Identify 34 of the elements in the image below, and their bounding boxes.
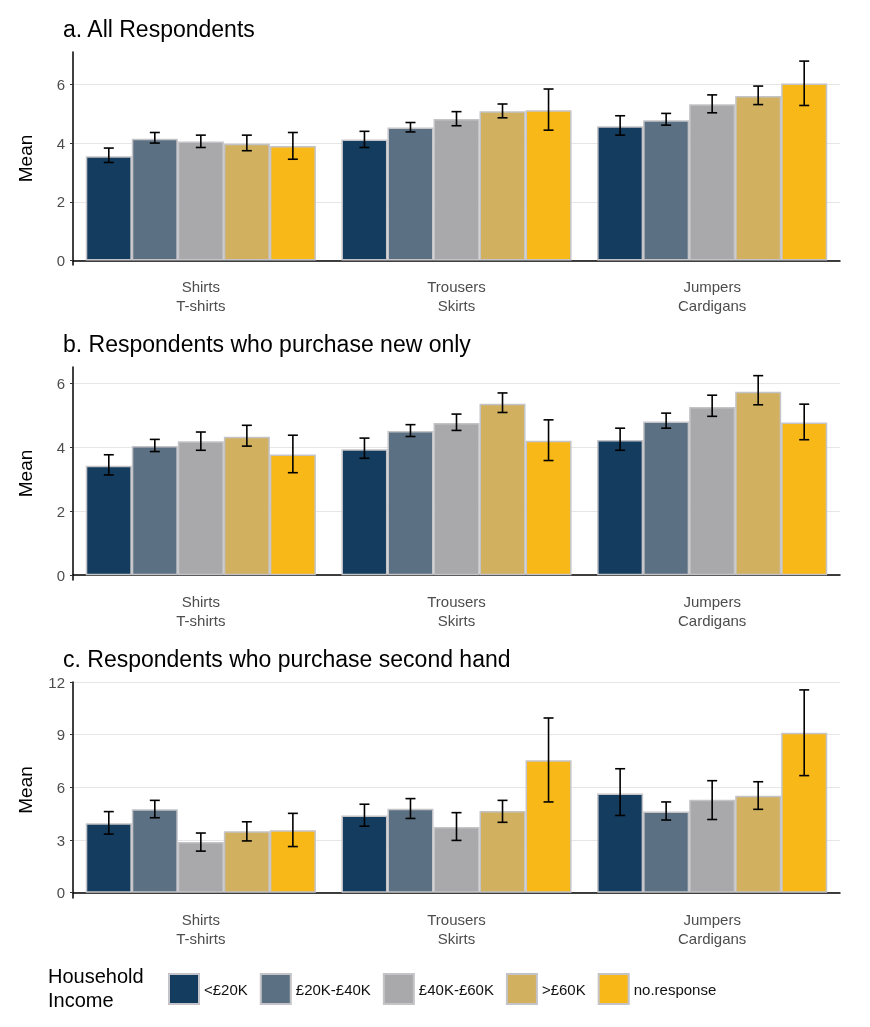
legend-label: no.response: [633, 980, 717, 998]
x-tick-label: Jumpers Cardigans: [677, 911, 747, 947]
legend-label: £40K-£60K: [418, 980, 494, 998]
chart-title: c. Respondents who purchase second hand: [63, 645, 511, 672]
x-tick-label: Trousers Skirts: [427, 593, 486, 629]
legend-label: >£60K: [541, 980, 586, 998]
y-tick-label: 9: [56, 726, 65, 744]
y-tick-label: 12: [48, 673, 65, 691]
y-tick-label: 3: [56, 831, 65, 849]
y-tick-label: 6: [56, 778, 65, 796]
y-tick-label: 2: [56, 193, 65, 211]
x-tick-label: Jumpers Cardigans: [677, 278, 747, 314]
y-tick-label: 0: [56, 884, 65, 902]
y-tick-label: 0: [56, 566, 65, 584]
chart-title: b. Respondents who purchase new only: [63, 330, 472, 357]
x-tick-label: Shirts T-shirts: [176, 911, 226, 947]
chart-title: a. All Respondents: [63, 15, 255, 42]
y-tick-label: 0: [56, 252, 65, 270]
legend-label: £20K-£40K: [295, 980, 371, 998]
y-axis-title: Mean: [15, 134, 36, 183]
y-axis-title: Mean: [15, 449, 36, 498]
y-tick-label: 2: [56, 502, 65, 520]
x-tick-label: Shirts T-shirts: [176, 593, 226, 629]
x-tick-label: Trousers Skirts: [427, 911, 486, 947]
x-tick-label: Shirts T-shirts: [176, 278, 226, 314]
legend-label: <£20K: [204, 980, 248, 998]
y-tick-label: 6: [56, 374, 65, 392]
y-tick-label: 6: [56, 75, 65, 93]
x-tick-label: Jumpers Cardigans: [677, 593, 747, 629]
y-axis-title: Mean: [15, 766, 36, 814]
x-tick-label: Trousers Skirts: [427, 278, 486, 314]
legend-title: Household Income: [48, 965, 144, 1011]
y-tick-label: 4: [56, 438, 65, 456]
y-tick-label: 4: [56, 134, 65, 152]
